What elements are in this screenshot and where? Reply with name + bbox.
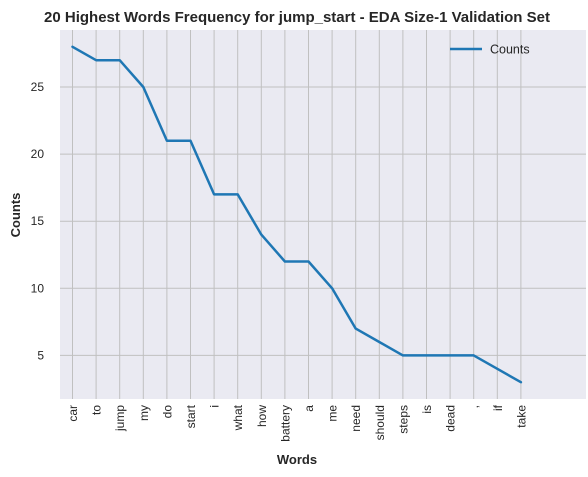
x-tick-label: to [90, 405, 104, 415]
y-tick-label: 5 [37, 348, 44, 362]
legend: Counts [450, 43, 530, 57]
x-tick-label: need [349, 405, 363, 432]
x-axis-label: Words [277, 452, 317, 467]
x-tick-label: car [66, 405, 80, 422]
x-tick-label: i [208, 405, 222, 408]
x-tick-label: what [231, 404, 245, 431]
y-tick-label: 15 [31, 214, 45, 228]
y-tick-label: 25 [31, 80, 45, 94]
x-tick-label: a [302, 405, 316, 412]
x-tick-label: if [491, 404, 505, 411]
y-tick-label: 20 [31, 147, 45, 161]
x-tick-label: dead [444, 405, 458, 432]
y-axis-label: Counts [8, 193, 23, 238]
y-tick-label: 10 [31, 281, 45, 295]
x-tick-label: how [255, 405, 269, 427]
legend-label: Counts [490, 43, 530, 57]
x-tick-label: steps [396, 405, 410, 434]
x-tick-label: start [184, 404, 198, 428]
plot-area [60, 30, 586, 399]
x-tick-label: , [467, 405, 481, 408]
chart-title: 20 Highest Words Frequency for jump_star… [44, 9, 550, 26]
x-tick-label: jump [113, 405, 127, 432]
x-tick-label: is [420, 405, 434, 414]
x-tick-label: take [514, 405, 528, 428]
x-tick-label: me [326, 405, 340, 422]
series-line-counts [71, 45, 523, 384]
y-axis: 5 10 15 20 25 [31, 80, 45, 362]
x-tick-label: should [373, 405, 387, 440]
grid [60, 30, 586, 399]
x-tick-label: battery [278, 405, 292, 442]
x-tick-label: do [160, 405, 174, 419]
x-tick-label: my [137, 405, 151, 421]
x-axis: car to jump my do start i what how battery a me need… [66, 404, 528, 441]
